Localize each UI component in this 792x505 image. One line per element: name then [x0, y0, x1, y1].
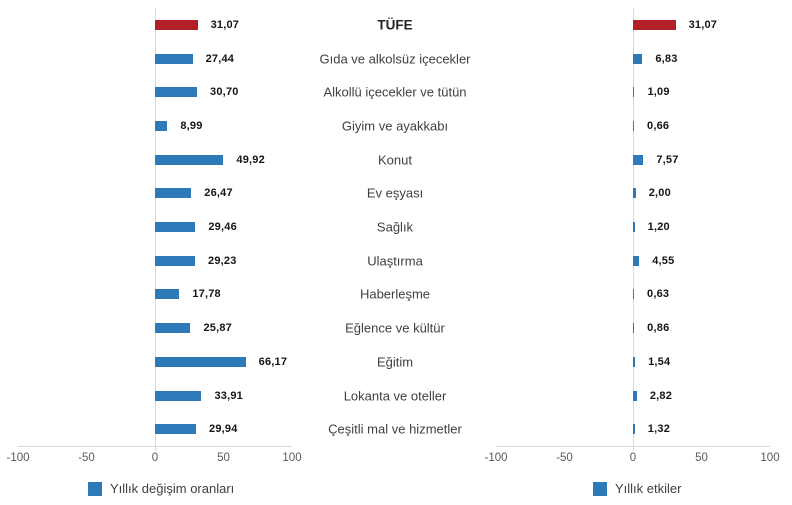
- category-label: Çeşitli mal ve hizmetler: [328, 421, 462, 437]
- category-label: Eğlence ve kültür: [345, 320, 445, 336]
- bar-value-label: 0,63: [647, 288, 670, 301]
- bar-value-label: 30,70: [210, 86, 239, 99]
- bar: [633, 154, 644, 165]
- legend-label: Yıllık değişim oranları: [110, 481, 235, 496]
- bar: [155, 154, 224, 165]
- bar-value-label: 7,57: [656, 153, 679, 166]
- x-axis-tick-label: -50: [78, 452, 95, 464]
- bar-value-label: 8,99: [180, 119, 203, 132]
- category-label: Haberleşme: [359, 286, 431, 302]
- bar-value-label: 25,87: [203, 322, 232, 335]
- bar-value-label: 33,91: [214, 389, 243, 402]
- x-axis-zero-tick: [633, 446, 634, 451]
- category-label: Giyim ve ayakkabı: [341, 118, 449, 134]
- bar-value-label: 4,55: [652, 254, 675, 267]
- legend-annual-change: Yıllık değişim oranları: [88, 481, 234, 496]
- bar-value-label: 49,92: [236, 153, 265, 166]
- category-label: Gıda ve alkolsüz içecekler: [319, 51, 471, 67]
- bar: [155, 222, 196, 233]
- category-label: Sağlık: [376, 219, 414, 235]
- x-axis-tick-label: -100: [484, 452, 508, 464]
- x-axis-tick-label: 50: [695, 452, 708, 464]
- bar: [155, 424, 197, 435]
- x-axis-zero-tick: [155, 446, 156, 451]
- bar-value-label: 29,94: [209, 423, 238, 436]
- bar-tufe: [155, 19, 198, 30]
- bar: [155, 390, 202, 401]
- bar-value-label: 27,44: [205, 52, 235, 65]
- bar: [155, 120, 168, 131]
- x-axis-tick-label: -100: [6, 452, 30, 464]
- bar-value-label: 29,46: [208, 221, 237, 234]
- x-axis-tick-label: 50: [217, 452, 230, 464]
- bar-value-label: 1,09: [647, 86, 670, 99]
- bar: [633, 188, 636, 199]
- bar-value-label: 31,07: [688, 18, 718, 31]
- bar: [633, 323, 635, 334]
- x-axis-tick-label: 0: [151, 452, 159, 464]
- category-label: Ev eşyası: [366, 185, 424, 201]
- bar: [633, 255, 640, 266]
- bar: [155, 87, 198, 98]
- bar-value-label: 26,47: [204, 187, 233, 200]
- bar: [155, 323, 191, 334]
- bar: [633, 120, 634, 131]
- bar-value-label: 1,32: [647, 423, 671, 436]
- bar: [155, 289, 180, 300]
- category-label: Konut: [378, 152, 412, 168]
- x-axis-tick-label: 100: [282, 452, 302, 464]
- bar-value-label: 31,07: [210, 18, 240, 31]
- category-label: Alkollü içecekler ve tütün: [323, 84, 467, 100]
- legend-swatch: [88, 481, 102, 496]
- bar: [633, 390, 637, 401]
- x-axis-tick-label: 0: [629, 452, 637, 464]
- legend-label: Yıllık etkiler: [615, 481, 682, 496]
- x-axis-tick-label: 100: [760, 452, 780, 464]
- bar-value-label: 2,00: [648, 187, 671, 200]
- bar: [155, 255, 196, 266]
- bar: [633, 289, 634, 300]
- bar-value-label: 29,23: [208, 254, 237, 267]
- bar-value-label: 0,66: [647, 119, 670, 132]
- category-label: Ulaştırma: [367, 253, 423, 269]
- bar-value-label: 2,82: [649, 389, 673, 402]
- bar: [633, 87, 635, 98]
- legend-swatch: [593, 481, 607, 496]
- bar-tufe: [633, 19, 676, 30]
- legend-annual-effects: Yıllık etkiler: [593, 481, 681, 496]
- category-label: Eğitim: [376, 354, 414, 370]
- bar: [633, 356, 636, 367]
- bar: [155, 356, 246, 367]
- bar-value-label: 0,86: [647, 322, 670, 335]
- bar: [633, 424, 635, 435]
- bar-value-label: 66,17: [258, 355, 288, 368]
- bar-value-label: 6,83: [655, 52, 678, 65]
- bar: [633, 53, 643, 64]
- x-axis-tick-label: -50: [556, 452, 573, 464]
- bar: [633, 222, 635, 233]
- bar: [155, 188, 192, 199]
- bar-value-label: 1,54: [648, 355, 671, 368]
- category-label-tufe: TÜFE: [377, 17, 413, 33]
- bar-value-label: 17,78: [192, 288, 221, 301]
- bar-value-label: 1,20: [647, 221, 670, 234]
- category-label: Lokanta ve oteller: [343, 388, 447, 404]
- bar: [155, 53, 193, 64]
